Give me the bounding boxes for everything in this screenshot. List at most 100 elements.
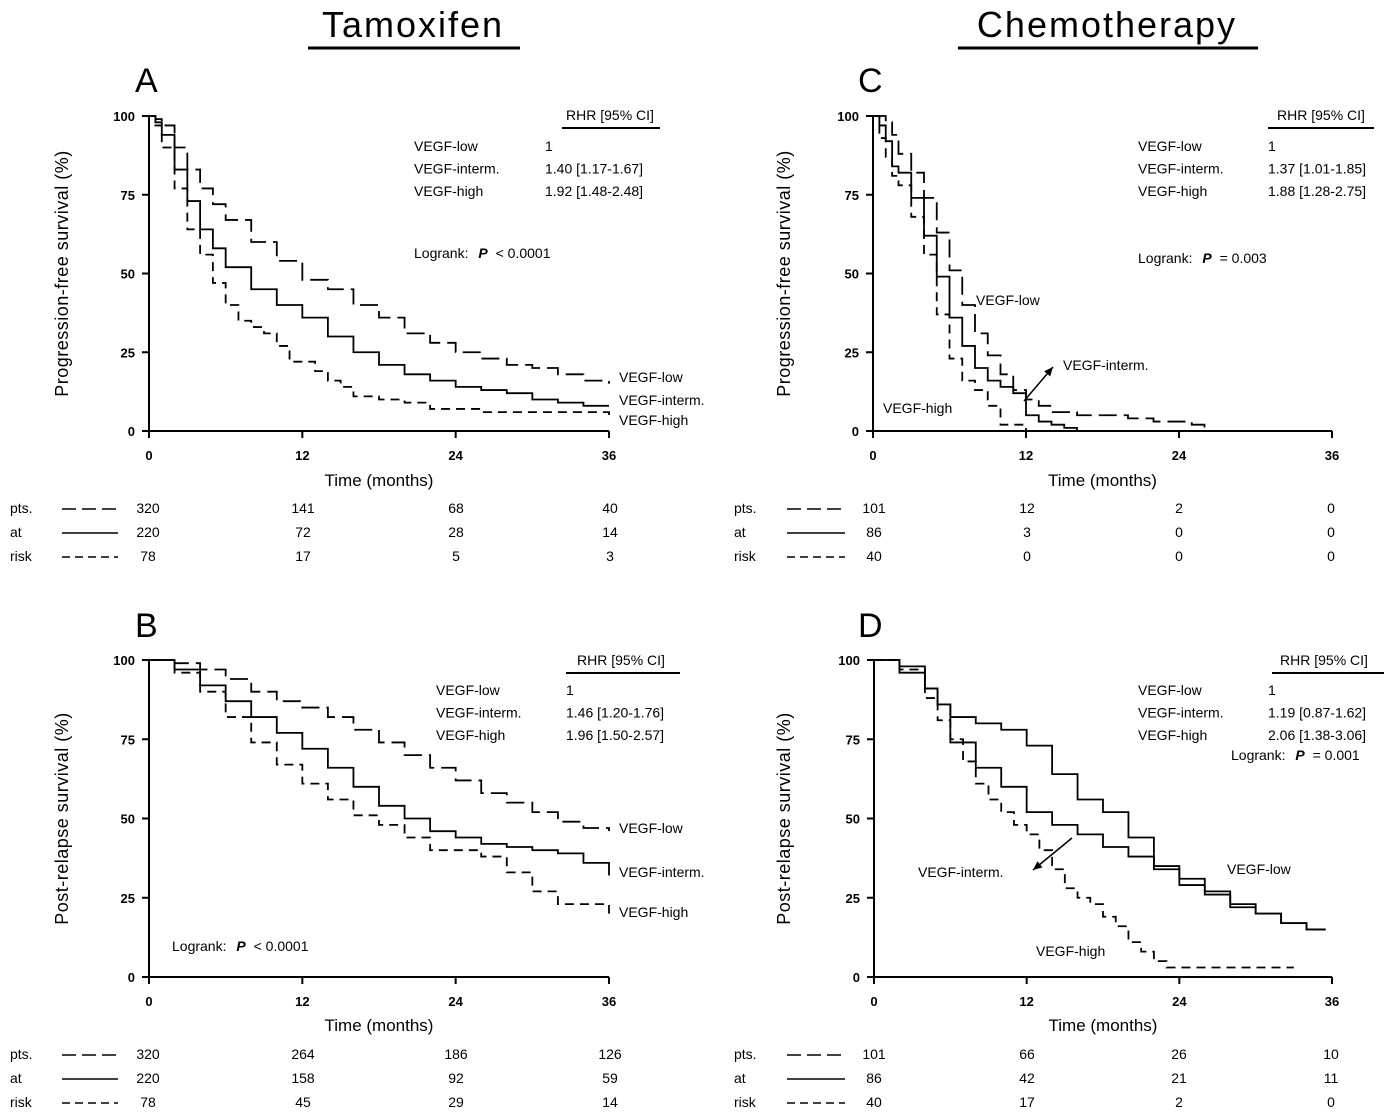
logrank-label: Logrank: xyxy=(172,938,230,954)
x-tick-label: 36 xyxy=(1325,448,1339,463)
rhr-value: 1.37 [1.01-1.85] xyxy=(1268,161,1366,177)
panel-letter: C xyxy=(858,62,883,100)
y-tick-label: 100 xyxy=(113,653,135,668)
x-tick-label: 24 xyxy=(448,994,463,1009)
y-tick-label: 0 xyxy=(852,424,859,439)
panel-a-tamoxifen-pfs: A 0 25 50 75 100 0 12 24 36 Time (months) Progressi… xyxy=(10,62,705,564)
risk-value: 14 xyxy=(602,524,618,540)
risk-value: 3 xyxy=(1023,524,1031,540)
y-tick-label: 0 xyxy=(853,970,860,985)
risk-value: 101 xyxy=(862,500,886,516)
curve-label: VEGF-high xyxy=(883,400,952,416)
y-tick-label: 75 xyxy=(121,732,135,747)
risk-value: 10 xyxy=(1323,1046,1339,1062)
y-tick-label: 100 xyxy=(113,109,135,124)
risk-value: 26 xyxy=(1171,1046,1187,1062)
risk-row-label: at xyxy=(734,524,746,540)
rhr-header: RHR [95% CI] xyxy=(577,652,665,668)
logrank-text: Logrank: P < 0.0001 xyxy=(172,938,309,954)
risk-value: 126 xyxy=(598,1046,622,1062)
logrank-text: Logrank: P = 0.001 xyxy=(1231,747,1360,763)
panel-letter: D xyxy=(858,607,883,645)
x-tick-label: 36 xyxy=(1325,994,1339,1009)
risk-value: 66 xyxy=(1019,1046,1035,1062)
curve-label: VEGF-interm. xyxy=(619,864,705,880)
survival-curve-vegf-interm xyxy=(873,115,1078,431)
logrank-label: Logrank: xyxy=(1231,747,1289,763)
rhr-value: 1.19 [0.87-1.62] xyxy=(1268,705,1366,721)
panel-b-tamoxifen-prs: B 0 25 50 75 100 0 12 24 36 Time (months) Post-rela… xyxy=(10,607,705,1110)
p-symbol: P xyxy=(1202,250,1212,266)
risk-row-label: pts. xyxy=(734,500,757,516)
panel-letter: A xyxy=(135,62,158,100)
y-tick-label: 0 xyxy=(128,424,135,439)
risk-value: 5 xyxy=(452,548,460,564)
x-axis-label: Time (months) xyxy=(1049,1016,1158,1035)
x-tick-label: 12 xyxy=(1019,994,1033,1009)
y-axis-label: Post-relapse survival (%) xyxy=(774,712,794,925)
annotation-arrow-head xyxy=(1033,861,1043,870)
risk-row-label: pts. xyxy=(734,1046,757,1062)
risk-value: 0 xyxy=(1023,548,1031,564)
x-axis-label: Time (months) xyxy=(325,1016,434,1035)
risk-value: 220 xyxy=(136,524,160,540)
risk-row-label: pts. xyxy=(10,500,33,516)
risk-value: 0 xyxy=(1327,500,1335,516)
rhr-value: 1.40 [1.17-1.67] xyxy=(545,161,643,177)
risk-value: 320 xyxy=(136,500,160,516)
curve-label: VEGF-low xyxy=(976,292,1041,308)
rhr-group: VEGF-high xyxy=(1138,727,1207,743)
survival-curve-vegf-low xyxy=(149,659,610,832)
x-tick-label: 36 xyxy=(602,448,616,463)
risk-value: 42 xyxy=(1019,1070,1035,1086)
x-tick-label: 36 xyxy=(602,994,616,1009)
p-symbol: P xyxy=(236,938,246,954)
x-axis-label: Time (months) xyxy=(1048,471,1157,490)
x-tick-label: 0 xyxy=(869,448,876,463)
risk-value: 45 xyxy=(295,1094,311,1110)
risk-value: 158 xyxy=(291,1070,315,1086)
rhr-group: VEGF-interm. xyxy=(414,161,500,177)
rhr-header: RHR [95% CI] xyxy=(1277,107,1365,123)
rhr-value: 1 xyxy=(1268,682,1276,698)
risk-value: 11 xyxy=(1324,1070,1339,1086)
rhr-group: VEGF-low xyxy=(1138,138,1203,154)
tamoxifen-header: Tamoxifen xyxy=(322,4,504,45)
rhr-group: VEGF-high xyxy=(436,727,505,743)
x-tick-label: 12 xyxy=(295,448,309,463)
rhr-group: VEGF-low xyxy=(436,682,501,698)
risk-row-label: risk xyxy=(10,1094,33,1110)
risk-value: 40 xyxy=(866,548,882,564)
risk-value: 29 xyxy=(448,1094,464,1110)
risk-row-label: pts. xyxy=(10,1046,33,1062)
survival-curve-vegf-high xyxy=(873,115,1027,431)
risk-value: 220 xyxy=(136,1070,160,1086)
panel-letter: B xyxy=(135,607,158,645)
survival-curve-vegf-low xyxy=(874,659,1326,931)
curve-label: VEGF-low xyxy=(1227,861,1292,877)
risk-value: 17 xyxy=(295,548,311,564)
y-tick-label: 50 xyxy=(846,812,860,827)
rhr-header: RHR [95% CI] xyxy=(566,107,654,123)
rhr-group: VEGF-high xyxy=(1138,183,1207,199)
survival-curve-vegf-interm xyxy=(149,115,609,407)
annotation-arrow-head xyxy=(1044,367,1053,377)
risk-value: 78 xyxy=(140,1094,156,1110)
x-tick-label: 12 xyxy=(295,994,309,1009)
risk-value: 3 xyxy=(606,548,614,564)
risk-value: 28 xyxy=(448,524,464,540)
survival-curve-vegf-high xyxy=(149,115,610,416)
risk-value: 59 xyxy=(602,1070,618,1086)
curve-label: VEGF-interm. xyxy=(619,392,705,408)
risk-value: 72 xyxy=(295,524,311,540)
risk-row-label: at xyxy=(10,1070,22,1086)
risk-row-label: risk xyxy=(734,1094,757,1110)
logrank-label: Logrank: xyxy=(1138,250,1196,266)
x-tick-label: 12 xyxy=(1019,448,1033,463)
risk-value: 0 xyxy=(1327,548,1335,564)
risk-row-label: risk xyxy=(10,548,33,564)
p-symbol: P xyxy=(1295,747,1305,763)
survival-curve-vegf-low xyxy=(873,115,1206,428)
y-tick-label: 25 xyxy=(121,345,135,360)
